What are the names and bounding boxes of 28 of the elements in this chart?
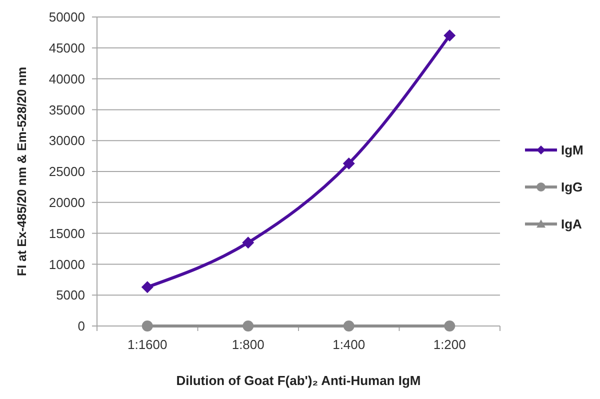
point xyxy=(242,236,254,249)
y-tick-label: 15000 xyxy=(48,226,85,241)
y-axis-title: FI at Ex-485/20 nm & Em-528/20 nm xyxy=(15,66,29,276)
point xyxy=(242,320,254,332)
x-tick-label: 1:400 xyxy=(332,337,366,352)
y-tick-label: 40000 xyxy=(48,71,85,86)
x-tick-label: 1:1600 xyxy=(127,337,168,352)
x-axis-title: Dilution of Goat F(ab')₂ Anti-Human IgM xyxy=(176,373,421,388)
point xyxy=(444,320,456,332)
y-tick-label: 30000 xyxy=(48,133,85,148)
y-tick-label: 25000 xyxy=(48,164,85,180)
y-tick-label: 50000 xyxy=(48,10,85,25)
x-tick-label: 1:800 xyxy=(232,337,264,352)
y-tick-label: 35000 xyxy=(48,102,85,118)
point xyxy=(343,320,354,332)
point xyxy=(142,320,153,332)
y-tick-label: 45000 xyxy=(48,40,85,56)
y-tick-label: 0 xyxy=(78,318,85,334)
legend-label: IgA xyxy=(561,216,583,232)
x-tick-label: 1:200 xyxy=(433,337,466,352)
y-tick-label: 20000 xyxy=(48,194,85,210)
y-tick-label: 10000 xyxy=(48,256,85,272)
legend-label: IgG xyxy=(561,180,583,195)
y-tick-label: 5000 xyxy=(56,288,85,303)
legend-label: IgM xyxy=(561,142,584,158)
point xyxy=(141,281,154,294)
point xyxy=(342,157,355,170)
point xyxy=(444,30,456,42)
